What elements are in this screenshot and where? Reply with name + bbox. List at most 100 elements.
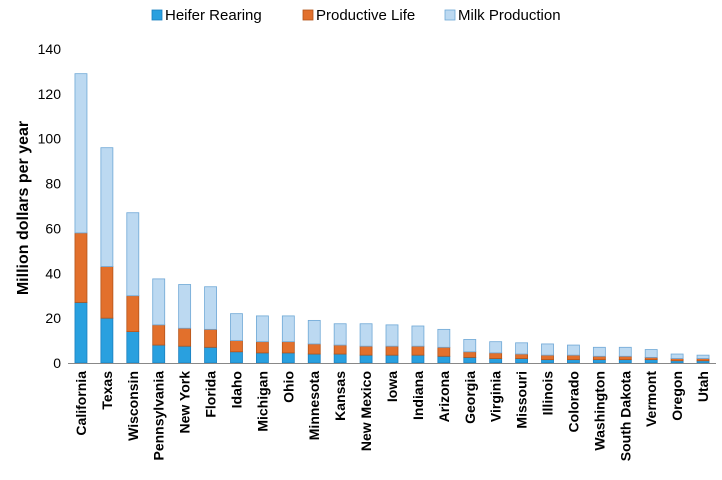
bar-segment-milk-production	[437, 328, 451, 348]
bar-segment-heifer-rearing	[74, 302, 88, 364]
bar-segment-productive-life	[592, 355, 606, 361]
bar-segment-productive-life	[437, 346, 451, 357]
bar-segment-productive-life	[74, 232, 88, 303]
bar-segment-productive-life	[515, 353, 528, 359]
bar-segment-milk-production	[307, 319, 321, 345]
y-tick-label: 0	[53, 355, 61, 371]
bar-segment-milk-production	[126, 212, 140, 297]
x-tick-label: Missouri	[514, 371, 530, 429]
bar-segment-milk-production	[230, 313, 243, 341]
bar-segment-heifer-rearing	[592, 359, 606, 364]
bar-segment-heifer-rearing	[463, 356, 477, 364]
bar-segment-productive-life	[255, 341, 269, 354]
x-tick-label: Illinois	[540, 371, 556, 416]
bar-segment-productive-life	[281, 341, 295, 354]
bar-segment-heifer-rearing	[385, 354, 399, 364]
bar-segment-milk-production	[515, 342, 528, 355]
bar-segment-heifer-rearing	[437, 355, 451, 364]
x-tick-label: Colorado	[565, 371, 581, 432]
bar-segment-heifer-rearing	[281, 352, 295, 364]
bar-segment-heifer-rearing	[307, 353, 321, 364]
bar-segment-productive-life	[333, 344, 347, 355]
bar-segment-productive-life	[541, 354, 554, 361]
bar-segment-productive-life	[152, 324, 166, 346]
bar-segment-productive-life	[100, 266, 114, 319]
y-tick-label: 140	[38, 41, 62, 57]
y-axis-label: Million dollars per year	[15, 121, 32, 295]
y-axis-ticks: 0 20 40 60 80 100 120 140	[38, 41, 62, 371]
bar-segment-milk-production	[670, 353, 684, 359]
bar-segment-milk-production	[100, 147, 114, 267]
bar-segment-heifer-rearing	[230, 351, 243, 364]
bar-segment-productive-life	[411, 345, 425, 356]
legend-swatch	[151, 9, 163, 21]
bar-segment-heifer-rearing	[541, 359, 554, 364]
x-tick-label: Washington	[591, 371, 607, 451]
y-tick-label: 120	[38, 86, 62, 102]
bar-segment-milk-production	[385, 324, 399, 347]
bar-segment-productive-life	[463, 351, 477, 358]
bar-segment-productive-life	[230, 340, 243, 353]
bar-segment-heifer-rearing	[152, 344, 166, 364]
bar-segment-milk-production	[281, 315, 295, 343]
legend-swatch	[444, 9, 456, 21]
x-tick-label: South Dakota	[617, 371, 633, 461]
x-tick-label: Georgia	[462, 371, 478, 424]
x-tick-label: Indiana	[410, 371, 426, 420]
x-tick-label: Idaho	[228, 371, 244, 408]
legend-swatch	[302, 9, 314, 21]
y-tick-label: 80	[45, 176, 61, 192]
x-tick-label: Oregon	[669, 371, 685, 421]
bar-segment-milk-production	[489, 341, 503, 354]
legend-label: Heifer Rearing	[165, 7, 262, 24]
bar-segment-milk-production	[463, 339, 477, 353]
y-tick-label: 20	[45, 310, 61, 326]
bar-segment-milk-production	[204, 286, 217, 330]
x-tick-label: Michigan	[254, 371, 270, 432]
bar-segment-productive-life	[385, 345, 399, 356]
x-tick-label: Vermont	[643, 371, 659, 427]
bar-segment-productive-life	[204, 328, 217, 348]
legend-label: Productive Life	[316, 7, 415, 24]
x-tick-label: Florida	[203, 371, 219, 418]
bar-segment-productive-life	[618, 355, 632, 361]
bar-segment-heifer-rearing	[359, 354, 373, 364]
bar-segment-milk-production	[74, 73, 88, 234]
bar-segment-heifer-rearing	[411, 354, 425, 364]
x-tick-label: Virginia	[488, 371, 504, 422]
x-axis-labels: California Texas Wisconsin Pennsylvania New …	[73, 371, 711, 462]
x-tick-label: New York	[177, 371, 193, 434]
bar-segment-milk-production	[592, 346, 606, 357]
bar-segment-productive-life	[489, 352, 503, 359]
bar-segment-heifer-rearing	[204, 346, 217, 364]
bar-segment-heifer-rearing	[178, 345, 192, 364]
bar-segment-heifer-rearing	[100, 317, 114, 364]
legend: Heifer Rearing Productive Life Milk Produc…	[151, 7, 561, 24]
y-tick-label: 100	[38, 131, 62, 147]
x-tick-label: Texas	[99, 371, 115, 410]
x-tick-label: Wisconsin	[125, 371, 141, 441]
bar-segment-milk-production	[152, 278, 166, 326]
x-tick-label: Pennsylvania	[151, 371, 167, 461]
y-tick-label: 60	[45, 220, 61, 236]
bar-segment-heifer-rearing	[333, 353, 347, 364]
bar-segment-heifer-rearing	[618, 359, 632, 364]
x-tick-label: Kansas	[332, 371, 348, 421]
bar-segment-milk-production	[333, 323, 347, 346]
x-tick-label: Iowa	[384, 371, 400, 402]
bar-segment-productive-life	[567, 354, 580, 361]
bars	[74, 73, 710, 364]
bar-segment-milk-production	[618, 346, 632, 357]
bar-segment-heifer-rearing	[567, 359, 580, 364]
bar-segment-milk-production	[359, 323, 373, 347]
x-tick-label: Ohio	[280, 371, 296, 403]
bar-segment-milk-production	[696, 354, 710, 359]
x-tick-label: Utah	[695, 371, 711, 402]
bar-segment-milk-production	[255, 315, 269, 343]
bar-segment-milk-production	[567, 344, 580, 356]
x-tick-label: California	[73, 371, 89, 436]
bar-segment-productive-life	[307, 343, 321, 355]
bar-segment-productive-life	[359, 345, 373, 356]
bar-segment-milk-production	[178, 284, 192, 329]
